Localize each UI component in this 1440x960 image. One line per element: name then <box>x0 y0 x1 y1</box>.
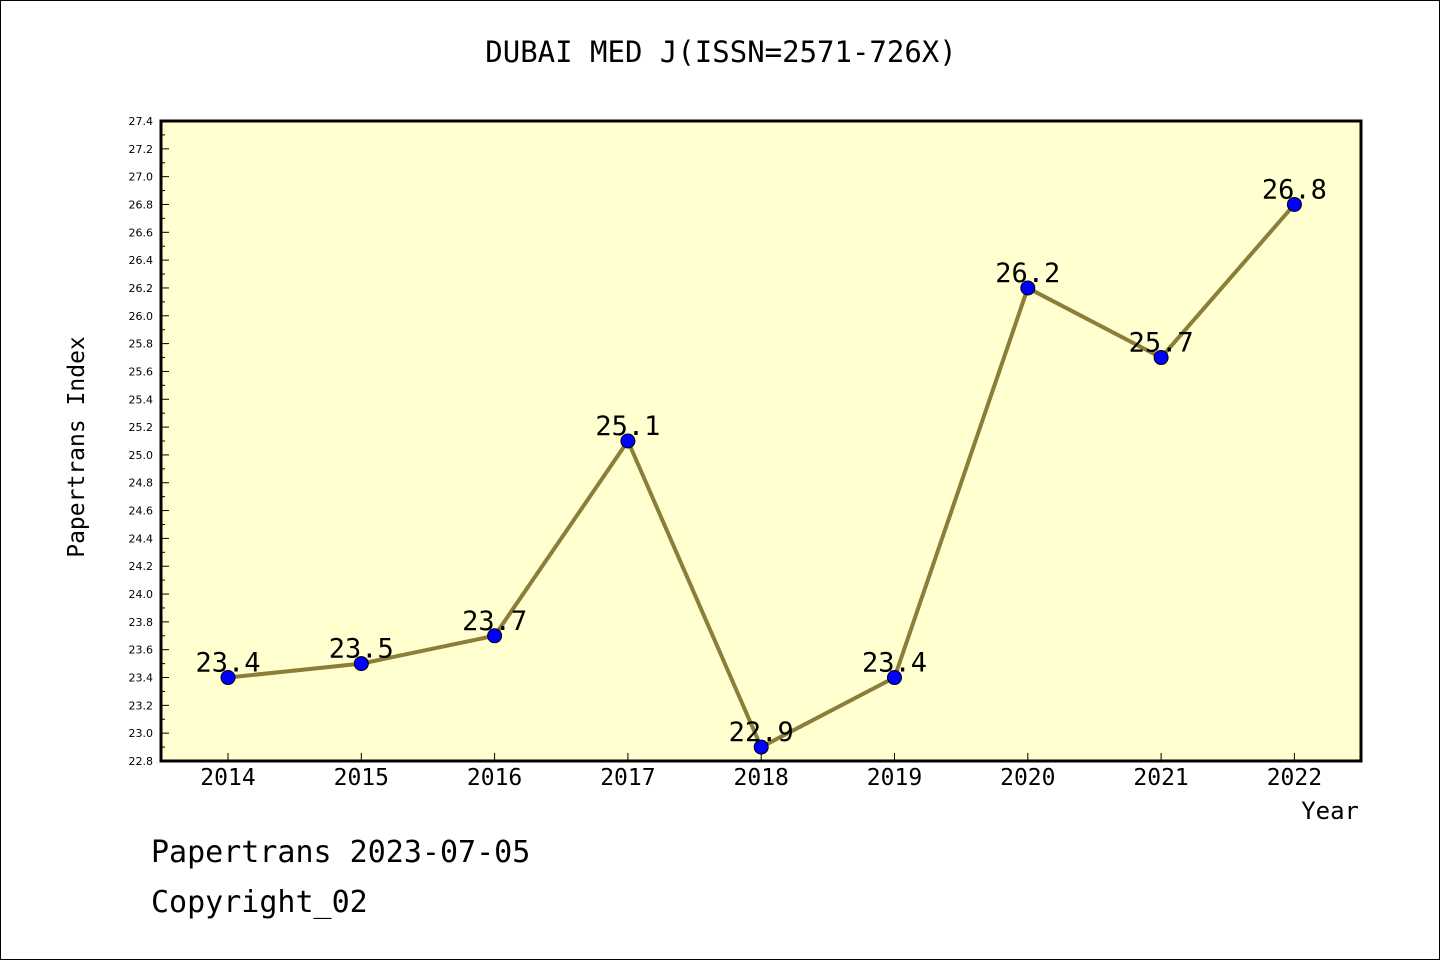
chart-title: DUBAI MED J(ISSN=2571-726X) <box>485 35 957 69</box>
y-tick-label: 26.2 <box>129 282 154 295</box>
y-tick-label: 27.4 <box>129 115 154 128</box>
footer-copyright: Copyright_02 <box>151 885 368 920</box>
x-axis-label: Year <box>1301 797 1359 825</box>
x-tick-label: 2017 <box>600 765 655 791</box>
y-tick-label: 24.2 <box>129 560 154 573</box>
y-tick-label: 25.4 <box>129 393 154 406</box>
plot-area <box>159 119 1363 763</box>
y-tick-label: 25.2 <box>129 421 154 434</box>
data-label: 25.7 <box>1129 328 1194 359</box>
x-tick-label: 2015 <box>334 765 389 791</box>
y-tick-label: 23.2 <box>129 699 154 712</box>
x-tick-label: 2016 <box>467 765 522 791</box>
data-label: 23.7 <box>462 606 527 637</box>
data-point <box>220 670 236 686</box>
y-tick-label: 24.4 <box>129 532 154 545</box>
y-tick-label: 24.8 <box>129 477 154 490</box>
data-label: 25.1 <box>595 411 660 442</box>
data-label: 26.2 <box>995 258 1060 289</box>
x-tick-label: 2022 <box>1267 765 1322 791</box>
data-label: 23.4 <box>195 648 260 679</box>
data-point <box>753 739 769 755</box>
y-tick-label: 22.8 <box>129 755 154 768</box>
y-axis-label: Papertrans Index <box>64 336 90 558</box>
y-tick-label: 23.0 <box>129 727 154 740</box>
footer-date: Papertrans 2023-07-05 <box>151 835 531 870</box>
y-tick-label: 23.8 <box>129 616 154 629</box>
x-tick-label: 2018 <box>734 765 789 791</box>
y-tick-label: 23.6 <box>129 644 154 657</box>
data-label: 22.9 <box>729 717 794 748</box>
data-point <box>620 433 636 449</box>
y-tick-label: 25.6 <box>129 365 154 378</box>
y-tick-label: 24.0 <box>129 588 154 601</box>
y-tick-label: 23.4 <box>129 672 154 685</box>
data-label: 26.8 <box>1262 174 1327 205</box>
data-point <box>353 656 369 672</box>
data-point <box>887 670 902 686</box>
y-tick-label: 27.2 <box>129 143 154 156</box>
y-tick-label: 25.0 <box>129 449 154 462</box>
y-tick-label: 26.4 <box>129 254 154 267</box>
y-tick-label: 25.8 <box>129 338 154 351</box>
x-tick-label: 2019 <box>867 765 922 791</box>
data-point <box>1286 196 1302 212</box>
y-tick-label: 26.8 <box>129 198 154 211</box>
x-tick-label: 2014 <box>200 765 255 791</box>
data-point <box>487 628 503 644</box>
data-label: 23.4 <box>862 648 927 679</box>
y-tick-label: 26.6 <box>129 226 154 239</box>
x-tick-label: 2020 <box>1000 765 1055 791</box>
y-tick-label: 27.0 <box>129 171 154 184</box>
y-tick-label: 26.0 <box>129 310 154 323</box>
data-point <box>1153 350 1169 366</box>
data-point <box>1020 280 1036 296</box>
data-label: 23.5 <box>329 634 394 665</box>
y-tick-label: 24.6 <box>129 505 154 518</box>
x-tick-label: 2021 <box>1133 765 1188 791</box>
